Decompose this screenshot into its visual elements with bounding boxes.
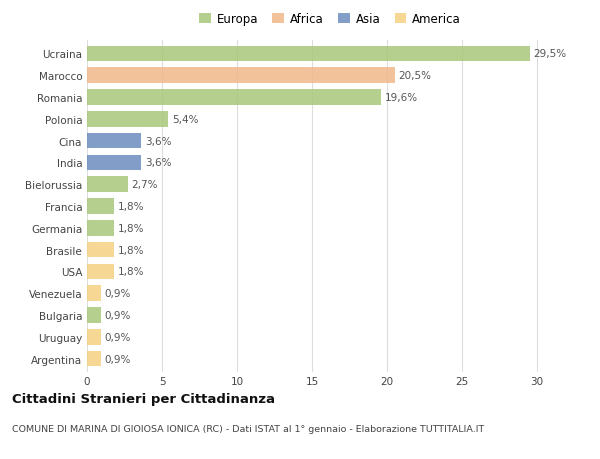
Text: 1,8%: 1,8% [118, 202, 144, 212]
Text: 20,5%: 20,5% [398, 71, 431, 81]
Text: COMUNE DI MARINA DI GIOIOSA IONICA (RC) - Dati ISTAT al 1° gennaio - Elaborazion: COMUNE DI MARINA DI GIOIOSA IONICA (RC) … [12, 425, 484, 434]
Text: 1,8%: 1,8% [118, 223, 144, 233]
Text: 19,6%: 19,6% [385, 93, 418, 103]
Bar [87, 177, 128, 193]
Text: Cittadini Stranieri per Cittadinanza: Cittadini Stranieri per Cittadinanza [12, 392, 275, 405]
Bar [87, 112, 168, 128]
Text: 0,9%: 0,9% [104, 332, 131, 342]
Text: 3,6%: 3,6% [145, 158, 171, 168]
Bar [87, 308, 101, 323]
Bar [87, 134, 141, 149]
Bar [87, 68, 395, 84]
Text: 2,7%: 2,7% [131, 180, 158, 190]
Bar [87, 285, 101, 302]
Bar [87, 90, 381, 106]
Bar [87, 199, 114, 214]
Bar [87, 155, 141, 171]
Text: 5,4%: 5,4% [172, 115, 198, 124]
Legend: Europa, Africa, Asia, America: Europa, Africa, Asia, America [194, 8, 466, 31]
Bar [87, 242, 114, 258]
Bar [87, 351, 101, 367]
Bar [87, 329, 101, 345]
Text: 29,5%: 29,5% [533, 50, 566, 59]
Text: 0,9%: 0,9% [104, 310, 131, 320]
Text: 1,8%: 1,8% [118, 245, 144, 255]
Text: 0,9%: 0,9% [104, 354, 131, 364]
Bar [87, 46, 530, 62]
Text: 3,6%: 3,6% [145, 136, 171, 146]
Text: 0,9%: 0,9% [104, 289, 131, 298]
Bar [87, 220, 114, 236]
Bar [87, 264, 114, 280]
Text: 1,8%: 1,8% [118, 267, 144, 277]
